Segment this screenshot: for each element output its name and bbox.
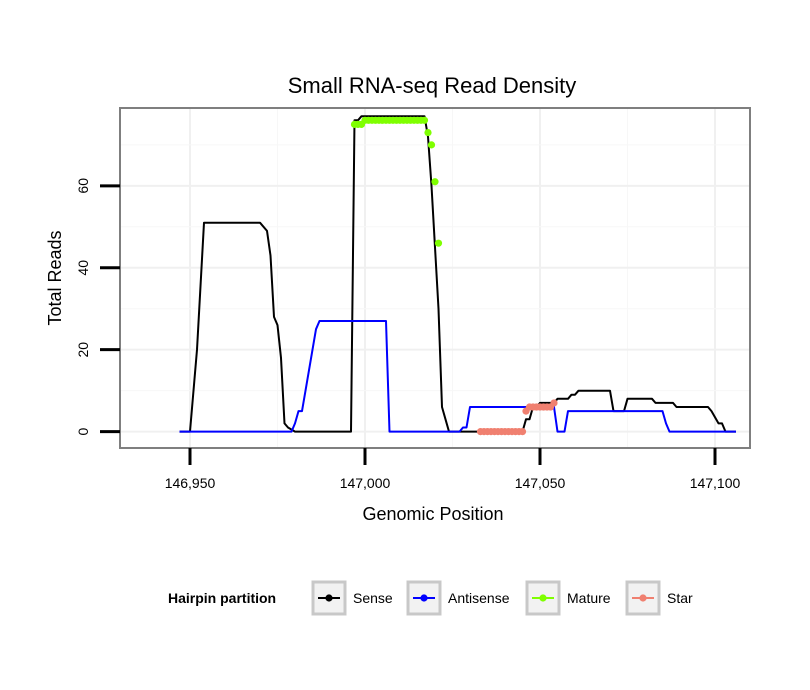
legend-marker-sense xyxy=(325,594,333,602)
x-tick-label: 147,050 xyxy=(515,475,566,491)
legend-marker-star xyxy=(639,594,647,602)
data-point-mature xyxy=(434,239,443,247)
legend-label-antisense: Antisense xyxy=(448,590,510,606)
legend-label-star: Star xyxy=(667,590,693,606)
data-point-mature xyxy=(431,178,439,186)
legend-title: Hairpin partition xyxy=(168,590,276,606)
legend-entry-mature: Mature xyxy=(525,580,611,616)
chart-title: Small RNA-seq Read Density xyxy=(288,73,577,98)
legend-entry-sense: Sense xyxy=(311,580,393,616)
x-tick-label: 146,950 xyxy=(165,475,216,491)
y-tick-label: 20 xyxy=(75,342,91,358)
legend: Hairpin partition Sense Antisense Mature St… xyxy=(168,580,693,616)
legend-label-sense: Sense xyxy=(353,590,393,606)
x-axis-title: Genomic Position xyxy=(362,504,503,524)
legend-entry-star: Star xyxy=(625,580,693,616)
data-point-mature xyxy=(424,128,432,137)
series-line-sense xyxy=(179,115,736,433)
axes: 146,950 147,000 147,050 147,100 0 20 40 60 xyxy=(75,178,741,491)
plot-border xyxy=(119,107,751,449)
x-tick-label: 147,100 xyxy=(690,475,741,491)
legend-marker-mature xyxy=(539,594,547,602)
plot-panel xyxy=(120,108,750,448)
data-point-star xyxy=(518,428,527,436)
data-point-star xyxy=(550,399,558,407)
legend-label-mature: Mature xyxy=(567,590,611,606)
legend-marker-antisense xyxy=(420,594,428,602)
series-layer xyxy=(179,115,736,436)
y-tick-label: 40 xyxy=(75,260,91,276)
y-axis-title: Total Reads xyxy=(45,230,65,325)
y-tick-label: 0 xyxy=(75,427,91,435)
grid-lines xyxy=(120,108,750,448)
data-point-mature xyxy=(420,116,429,124)
x-tick-label: 147,000 xyxy=(340,475,391,491)
y-tick-label: 60 xyxy=(75,178,91,194)
data-point-mature xyxy=(427,141,436,149)
series-line-antisense xyxy=(179,320,736,433)
legend-entry-antisense: Antisense xyxy=(406,580,510,616)
